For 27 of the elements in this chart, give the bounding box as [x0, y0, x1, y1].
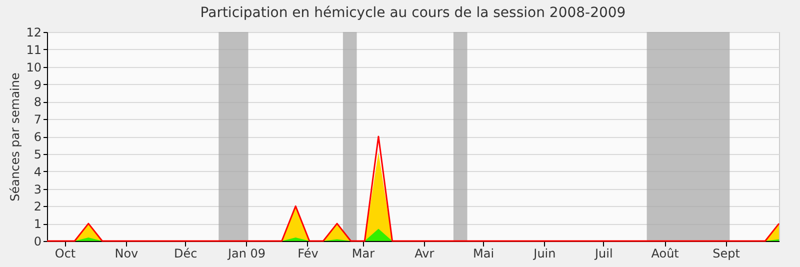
x-tick-label: Nov — [114, 246, 138, 260]
y-tick-label: 8 — [34, 95, 42, 110]
x-tick-label: Juil — [594, 246, 613, 260]
x-tick-label: Sept — [712, 246, 740, 260]
x-tick-label: Jan 09 — [226, 246, 266, 260]
x-tick-label: Mar — [352, 246, 375, 260]
y-tick-label: 9 — [34, 78, 42, 92]
x-tick-label: Déc — [174, 246, 198, 260]
x-tick-label: Mai — [473, 246, 494, 260]
y-tick-label: 1 — [34, 217, 42, 232]
y-tick-label: 4 — [34, 164, 42, 179]
x-tick-label: Avr — [414, 246, 434, 260]
x-tick-label: Juin — [532, 246, 556, 260]
y-tick-label: 3 — [34, 182, 42, 196]
y-tick-label: 6 — [34, 130, 42, 144]
y-axis-title: Séances par semaine — [8, 72, 22, 202]
y-tick-label: 11 — [26, 42, 42, 57]
x-tick-label: Août — [651, 246, 680, 260]
y-tick-label: 10 — [26, 60, 42, 74]
chart-title: Participation en hémicycle au cours de la session 2008-2009 — [200, 5, 626, 21]
y-tick-label: 0 — [34, 234, 42, 248]
y-tick-label: 7 — [34, 112, 42, 127]
y-tick-label: 12 — [26, 26, 42, 40]
x-tick-label: Oct — [54, 246, 76, 260]
x-tick-label: Fév — [298, 246, 318, 260]
y-tick-label: 5 — [34, 147, 42, 162]
y-tick-label: 2 — [34, 200, 42, 214]
